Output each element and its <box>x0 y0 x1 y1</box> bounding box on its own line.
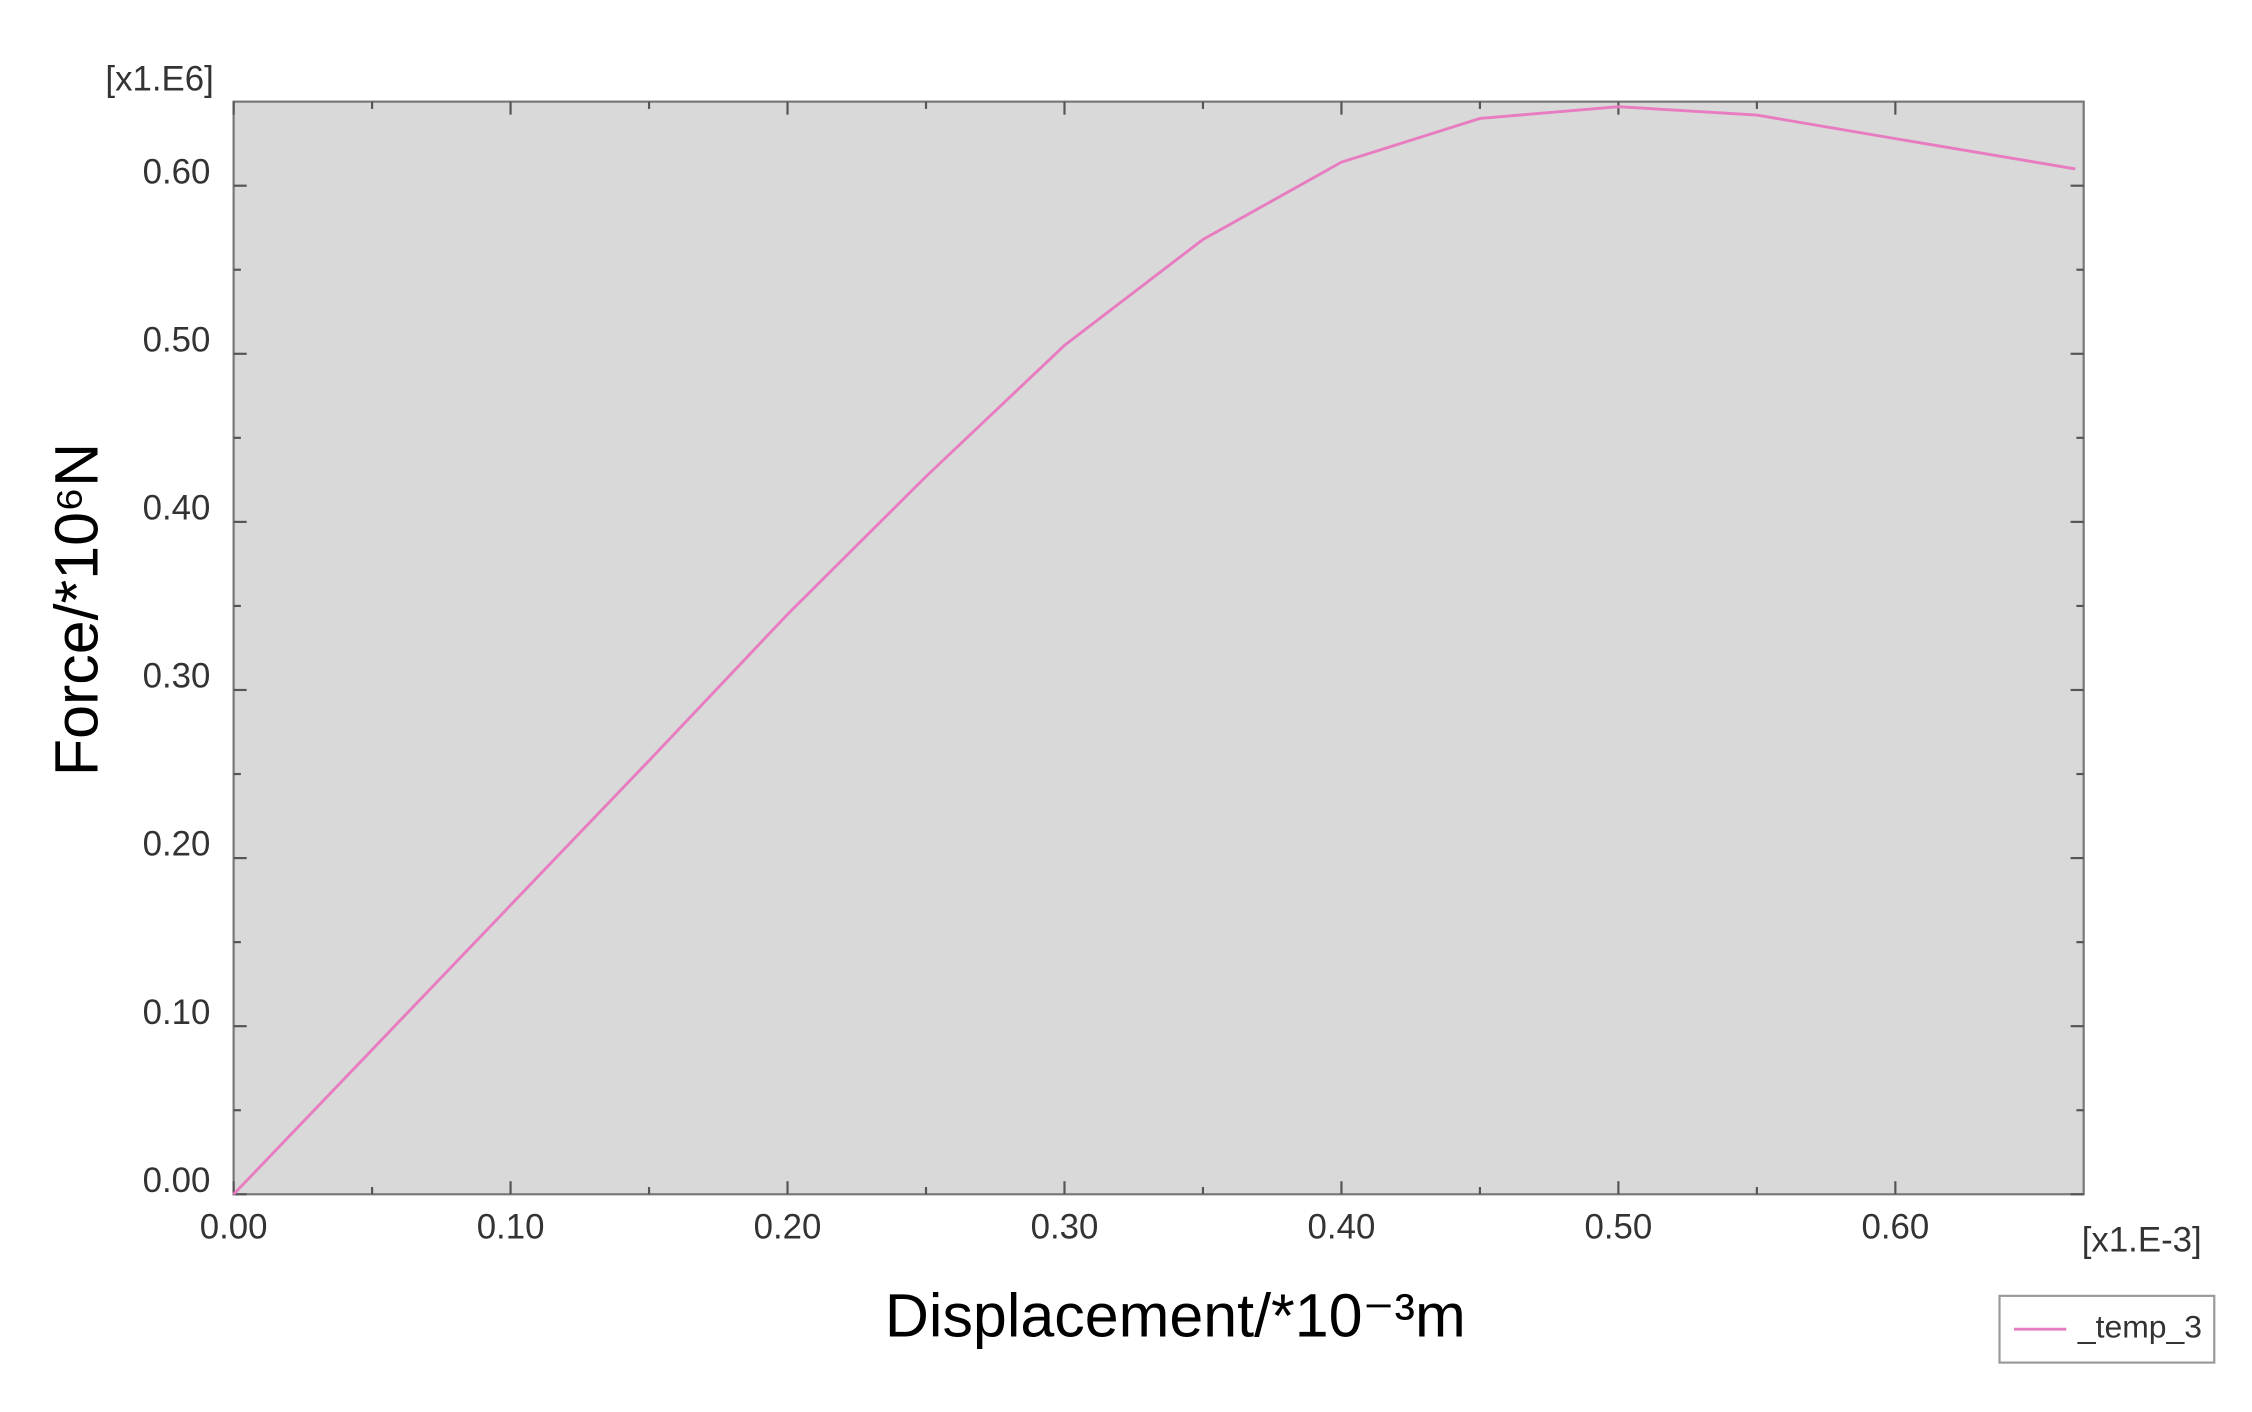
x-tick-label: 0.50 <box>1585 1207 1653 1246</box>
y-tick-label: 0.40 <box>143 488 211 527</box>
y-multiplier: [x1.E6] <box>105 60 213 99</box>
x-tick-label: 0.40 <box>1308 1207 1376 1246</box>
y-tick-label: 0.60 <box>143 152 211 191</box>
y-tick-label: 0.10 <box>143 993 211 1032</box>
x-tick-label: 0.10 <box>477 1207 545 1246</box>
x-tick-label: 0.60 <box>1861 1207 1929 1246</box>
x-tick-label: 0.00 <box>200 1207 268 1246</box>
x-multiplier: [x1.E-3] <box>2082 1220 2202 1259</box>
y-tick-label: 0.20 <box>143 825 211 864</box>
x-tick-label: 0.30 <box>1031 1207 1099 1246</box>
y-tick-label: 0.00 <box>143 1161 211 1200</box>
y-tick-label: 0.30 <box>143 657 211 696</box>
x-tick-label: 0.20 <box>754 1207 822 1246</box>
data-line <box>232 105 2076 1196</box>
x-axis-label: Displacement/*10⁻³m <box>885 1282 1466 1350</box>
legend-label: _temp_3 <box>2077 1309 2202 1345</box>
y-axis-label: Force/*10⁶N <box>42 443 110 776</box>
plot-area <box>232 100 2085 1196</box>
y-tick-label: 0.50 <box>143 320 211 359</box>
